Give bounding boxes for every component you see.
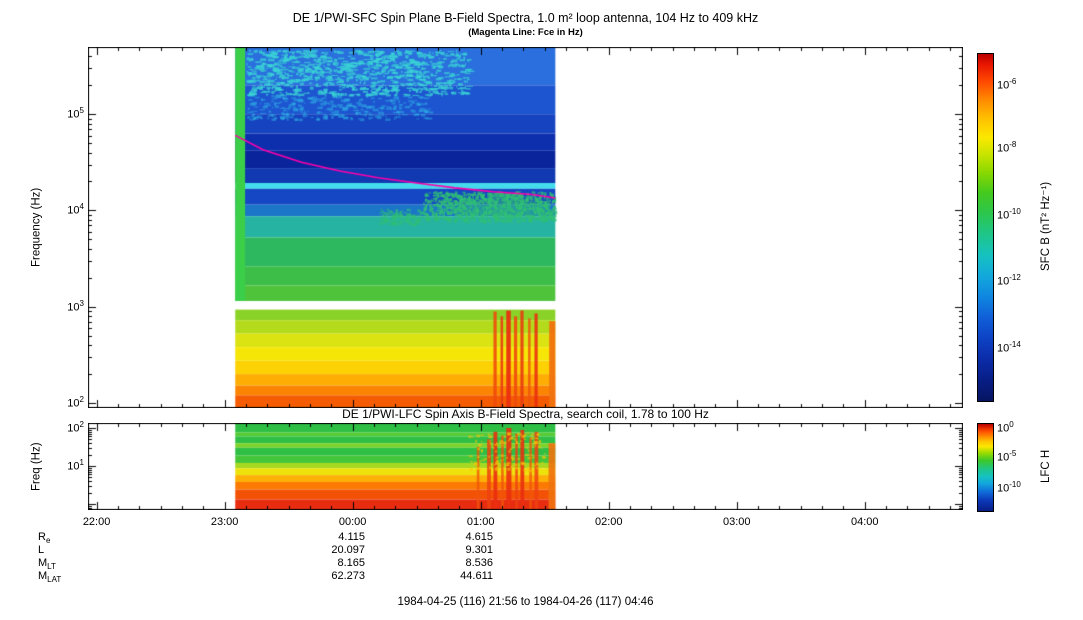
lfc-y-axis-label: Freq (Hz) [30, 442, 43, 491]
lfc-colorbar [977, 423, 994, 512]
sfc-title: DE 1/PWI-SFC Spin Plane B-Field Spectra,… [292, 11, 759, 25]
ephemeris-value-mlt-1: 8.165 [337, 557, 365, 569]
lfc-title: DE 1/PWI-LFC Spin Axis B-Field Spectra, … [342, 407, 709, 421]
sfc-y-tick-label: 103 [67, 298, 84, 314]
lfc-colorbar-tick-label: 100 [997, 419, 1014, 435]
ephemeris-value-mlat-2: 44.611 [460, 570, 493, 582]
sfc-colorbar [977, 53, 994, 402]
lfc-y-tick-label: 102 [67, 420, 84, 435]
x-tick-label: 01:00 [466, 516, 495, 528]
x-tick-label: 22:00 [82, 516, 111, 528]
x-tick-label: 23:00 [210, 516, 239, 528]
ephemeris-label-mlat: MLAT [38, 570, 62, 585]
ephemeris-label-mlt: MLT [38, 557, 56, 572]
sfc-spectrogram-canvas [88, 47, 963, 408]
sfc-colorbar-tick-label: 10-12 [997, 272, 1021, 288]
sfc-y-tick-label: 105 [67, 106, 84, 121]
sfc-colorbar-label: SFC B (nT² Hz⁻¹) [1040, 181, 1052, 272]
x-tick-label: 00:00 [338, 516, 367, 528]
sfc-y-axis-label: Frequency (Hz) [30, 187, 43, 268]
ephemeris-value-l-1: 20.097 [331, 544, 365, 556]
lfc-colorbar-tick-label: 10-10 [997, 479, 1021, 495]
sfc-colorbar-tick-label: 10-6 [997, 76, 1017, 92]
sfc-colorbar-tick-label: 10-14 [997, 339, 1021, 355]
x-tick-label: 02:00 [594, 516, 623, 528]
sfc-y-tick-label: 102 [67, 394, 84, 410]
ephemeris-label-l: L [38, 544, 45, 556]
sfc-colorbar-tick-label: 10-10 [997, 207, 1021, 222]
sfc-y-tick-label: 104 [67, 202, 84, 218]
sfc-subtitle: (Magenta Line: Fce in Hz) [468, 27, 583, 38]
lfc-spectrogram-canvas [88, 423, 963, 510]
ephemeris-value-re-1: 4.115 [338, 531, 365, 543]
ephemeris-value-l-2: 9.301 [465, 544, 493, 556]
lfc-colorbar-label: LFC H [1040, 449, 1052, 484]
x-tick-label: 03:00 [722, 516, 751, 528]
ephemeris-value-re-2: 4.615 [465, 531, 493, 543]
lfc-colorbar-tick-label: 10-5 [997, 448, 1017, 464]
time-range-caption: 1984-04-25 (116) 21:56 to 1984-04-26 (11… [397, 596, 654, 608]
lfc-y-tick-label: 101 [67, 458, 84, 473]
ephemeris-label-re: Re [38, 531, 51, 546]
ephemeris-value-mlat-1: 62.273 [331, 570, 365, 582]
x-tick-label: 04:00 [851, 516, 879, 528]
ephemeris-value-mlt-2: 8.536 [465, 557, 493, 569]
sfc-colorbar-tick-label: 10-8 [997, 140, 1017, 155]
